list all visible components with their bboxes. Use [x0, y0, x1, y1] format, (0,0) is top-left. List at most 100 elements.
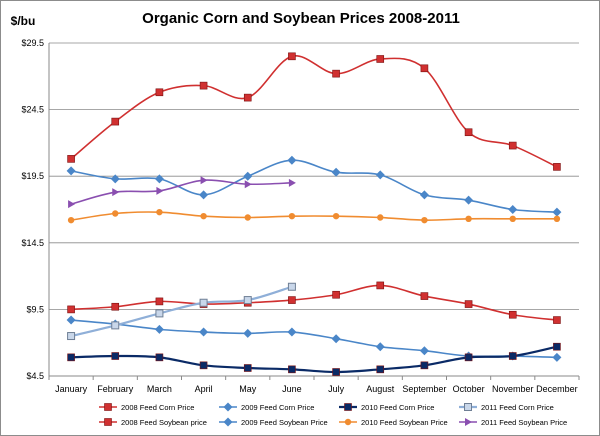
data-point [111, 321, 120, 330]
data-point [67, 332, 76, 341]
data-point [508, 141, 517, 150]
legend-label: 2009 Feed Soybean Price [241, 418, 328, 427]
series-lines [66, 52, 562, 376]
legend-label: 2009 Feed Corn Price [241, 403, 314, 412]
data-point [287, 282, 296, 291]
data-point [288, 178, 296, 187]
data-point [508, 205, 518, 214]
legend-item-2011-feed-soybean-price: 2011 Feed Soybean Price [459, 418, 567, 427]
data-point [288, 52, 296, 61]
data-point [464, 195, 474, 205]
data-point [553, 342, 561, 351]
y-tick-label: $9.5 [26, 304, 44, 314]
data-point [464, 300, 473, 308]
data-point [154, 174, 164, 184]
data-point [376, 55, 385, 63]
data-point [110, 174, 120, 184]
data-point [199, 361, 208, 370]
x-tick-label: May [239, 384, 257, 394]
data-point [508, 352, 517, 360]
legend-marker [223, 402, 233, 412]
data-point [377, 214, 384, 221]
data-point [553, 163, 561, 171]
x-tick-label: December [536, 384, 578, 394]
legend-item-2011-feed-corn-price: 2011 Feed Corn Price [459, 403, 554, 412]
data-point [155, 309, 164, 318]
x-tick-label: January [55, 384, 88, 394]
data-point [419, 190, 429, 200]
legend-item-2009-feed-soybean-price: 2009 Feed Soybean Price [219, 417, 328, 427]
data-point [553, 215, 561, 223]
data-point [155, 353, 164, 362]
x-tick-label: August [366, 384, 395, 394]
legend-label: 2011 Feed Soybean Price [481, 418, 567, 427]
data-point [243, 296, 252, 305]
data-point [112, 188, 120, 197]
data-point [243, 171, 253, 181]
y-tick-label: $24.5 [21, 105, 44, 115]
series-line-2008-feed-corn-price [71, 284, 558, 321]
x-tick-label: February [97, 384, 134, 394]
series-line-2009-feed-corn-price [71, 319, 557, 359]
y-tick-label: $19.5 [21, 171, 44, 181]
series-line-2011-feed-corn-price [70, 285, 293, 338]
data-point [111, 117, 120, 126]
data-point [288, 212, 296, 220]
y-tick-label: $29.5 [21, 38, 44, 48]
series-line-2008-feed-soybean-price [70, 55, 558, 168]
legend-marker [104, 418, 112, 426]
legend-label: 2008 Feed Corn Price [121, 403, 194, 412]
data-point [376, 281, 385, 290]
axes: $29.5 $24.5 $19.5 $14.5 $9.5 $4.5 January Febru… [21, 38, 580, 394]
data-point [66, 315, 76, 325]
legend-marker [223, 417, 233, 427]
x-tick-label: June [282, 384, 302, 394]
data-point [465, 215, 472, 223]
data-point [287, 327, 297, 337]
series-line-2011-feed-soybean-price [70, 179, 292, 205]
data-point [509, 215, 516, 223]
data-point [420, 361, 429, 370]
legend-marker [104, 403, 112, 411]
data-point [332, 69, 340, 78]
data-point [199, 81, 208, 90]
data-point [67, 353, 75, 362]
data-point [552, 207, 562, 217]
data-point [332, 212, 340, 220]
data-point [553, 316, 561, 324]
data-point [155, 297, 164, 306]
data-point [243, 364, 252, 372]
legend-label: 2010 Feed Soybean Price [361, 418, 448, 427]
legend-label: 2011 Feed Corn Price [481, 403, 554, 412]
series-2009-feed-corn-price [66, 315, 562, 362]
legend-marker [464, 403, 472, 411]
data-point [375, 170, 385, 180]
data-point [112, 210, 119, 217]
legend-marker [465, 418, 472, 426]
x-tick-label: July [328, 384, 345, 394]
legend-label: 2008 Feed Soybean price [121, 418, 207, 427]
x-tick-label: November [492, 384, 534, 394]
data-point [464, 353, 473, 362]
x-tick-label: April [195, 384, 213, 394]
data-point [156, 186, 164, 195]
data-point [421, 216, 428, 224]
data-point [331, 167, 341, 177]
series-2011-feed-corn-price [67, 282, 296, 341]
data-point [67, 155, 75, 163]
data-point [288, 365, 296, 374]
x-tick-label: March [147, 384, 172, 394]
data-point [288, 296, 296, 304]
series-2010-feed-soybean-price [67, 208, 561, 224]
data-point [376, 365, 385, 374]
y-axis-unit-label: $/bu [11, 14, 36, 28]
legend-label: 2010 Feed Corn Price [361, 403, 434, 412]
data-point [199, 298, 208, 307]
data-point [111, 302, 120, 311]
series-line-2010-feed-corn-price [71, 345, 558, 374]
legend: 2008 Feed Corn Price 2009 Feed Corn Price… [99, 402, 567, 427]
data-point [66, 166, 76, 176]
data-point [200, 212, 207, 220]
